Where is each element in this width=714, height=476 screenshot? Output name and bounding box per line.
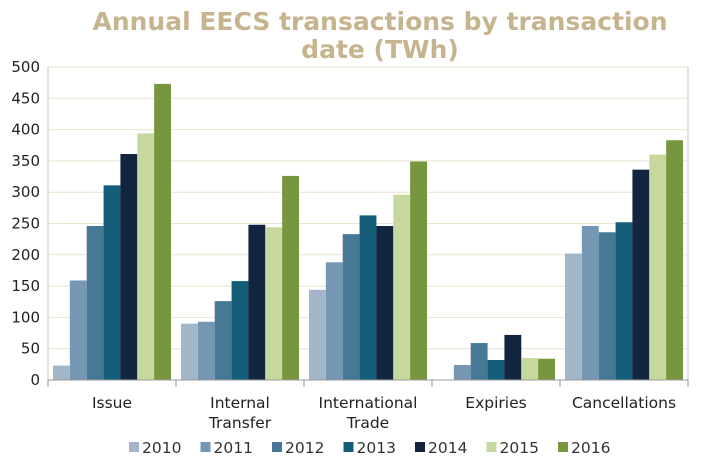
bar-2011-3: [453, 364, 471, 380]
chart-title-line-2: date (TWh): [301, 35, 459, 64]
legend-swatch-2013: [343, 442, 354, 452]
bar-2013-0: [103, 185, 121, 380]
bar-2012-0: [86, 226, 104, 380]
legend-label-2012: 2012: [285, 439, 324, 457]
y-tick-label: 250: [11, 215, 40, 233]
bar-2015-2: [393, 194, 411, 380]
bar-2013-4: [615, 222, 633, 380]
bar-2011-1: [197, 321, 215, 380]
legend-label-2010: 2010: [142, 439, 181, 457]
bar-2015-1: [265, 227, 283, 380]
bar-2016-4: [666, 140, 683, 380]
y-tick-label: 300: [11, 183, 40, 201]
bar-2010-0: [53, 365, 70, 380]
x-category-label: Internal: [210, 394, 270, 412]
legend-label-2016: 2016: [571, 439, 610, 457]
legend-swatch-2010: [129, 442, 139, 452]
bar-2014-4: [632, 169, 650, 380]
bar-2014-3: [504, 334, 522, 380]
bar-2013-2: [359, 215, 377, 380]
y-tick-label: 450: [11, 89, 40, 107]
bar-2010-4: [565, 253, 582, 380]
y-tick-label: 400: [11, 121, 40, 139]
bar-2012-3: [470, 343, 488, 380]
legend-swatch-2011: [200, 442, 211, 452]
legend-label-2015: 2015: [500, 439, 539, 457]
bar-2013-3: [487, 359, 505, 380]
legend-label-2013: 2013: [357, 439, 396, 457]
bar-2010-2: [309, 289, 326, 380]
bar-2016-3: [538, 358, 555, 380]
legend-label-2014: 2014: [428, 439, 467, 457]
legend-swatch-2012: [272, 442, 282, 452]
bar-2014-0: [120, 154, 138, 380]
bar-2016-1: [282, 175, 299, 380]
bar-2015-3: [521, 358, 539, 380]
plot-area: 0 50 100 150 200 250 300 350 400 450 500 Issue Inter…: [11, 58, 689, 432]
bar-2012-4: [598, 232, 616, 380]
bar-2012-2: [342, 234, 360, 380]
legend-swatch-2015: [486, 442, 497, 452]
y-tick-label: 50: [21, 340, 40, 358]
y-tick-label: 200: [11, 246, 40, 264]
y-tick-label: 0: [30, 371, 40, 389]
bar-2016-2: [410, 161, 427, 380]
bar-2016-0: [154, 83, 171, 380]
legend-swatch-2014: [415, 442, 425, 452]
bar-2014-2: [376, 226, 394, 380]
x-category-label: Transfer: [208, 414, 272, 432]
bar-2013-1: [231, 281, 249, 380]
legend: 2010 2011 2012 2013 2014 2015 2016: [129, 439, 610, 457]
y-tick-label: 500: [11, 58, 40, 76]
chart-title-line-1: Annual EECS transactions by transaction: [92, 7, 667, 36]
legend-swatch-2016: [558, 442, 568, 452]
x-category-label: Trade: [346, 414, 389, 432]
x-category-label: Expiries: [465, 394, 526, 412]
x-category-label: Issue: [92, 394, 132, 412]
y-tick-label: 100: [11, 308, 40, 326]
x-category-label: International: [319, 394, 418, 412]
legend-label-2011: 2011: [214, 439, 253, 457]
y-tick-label: 150: [11, 277, 40, 295]
bar-2014-1: [248, 224, 266, 380]
x-category-label: Cancellations: [572, 394, 676, 412]
bar-2011-2: [325, 262, 343, 380]
bar-2010-1: [181, 323, 198, 380]
bar-2012-1: [214, 301, 232, 380]
bar-2011-0: [69, 280, 87, 380]
bar-2011-4: [581, 226, 599, 380]
bar-2015-0: [137, 133, 155, 380]
y-tick-label: 350: [11, 152, 40, 170]
bar-2015-4: [649, 154, 667, 380]
